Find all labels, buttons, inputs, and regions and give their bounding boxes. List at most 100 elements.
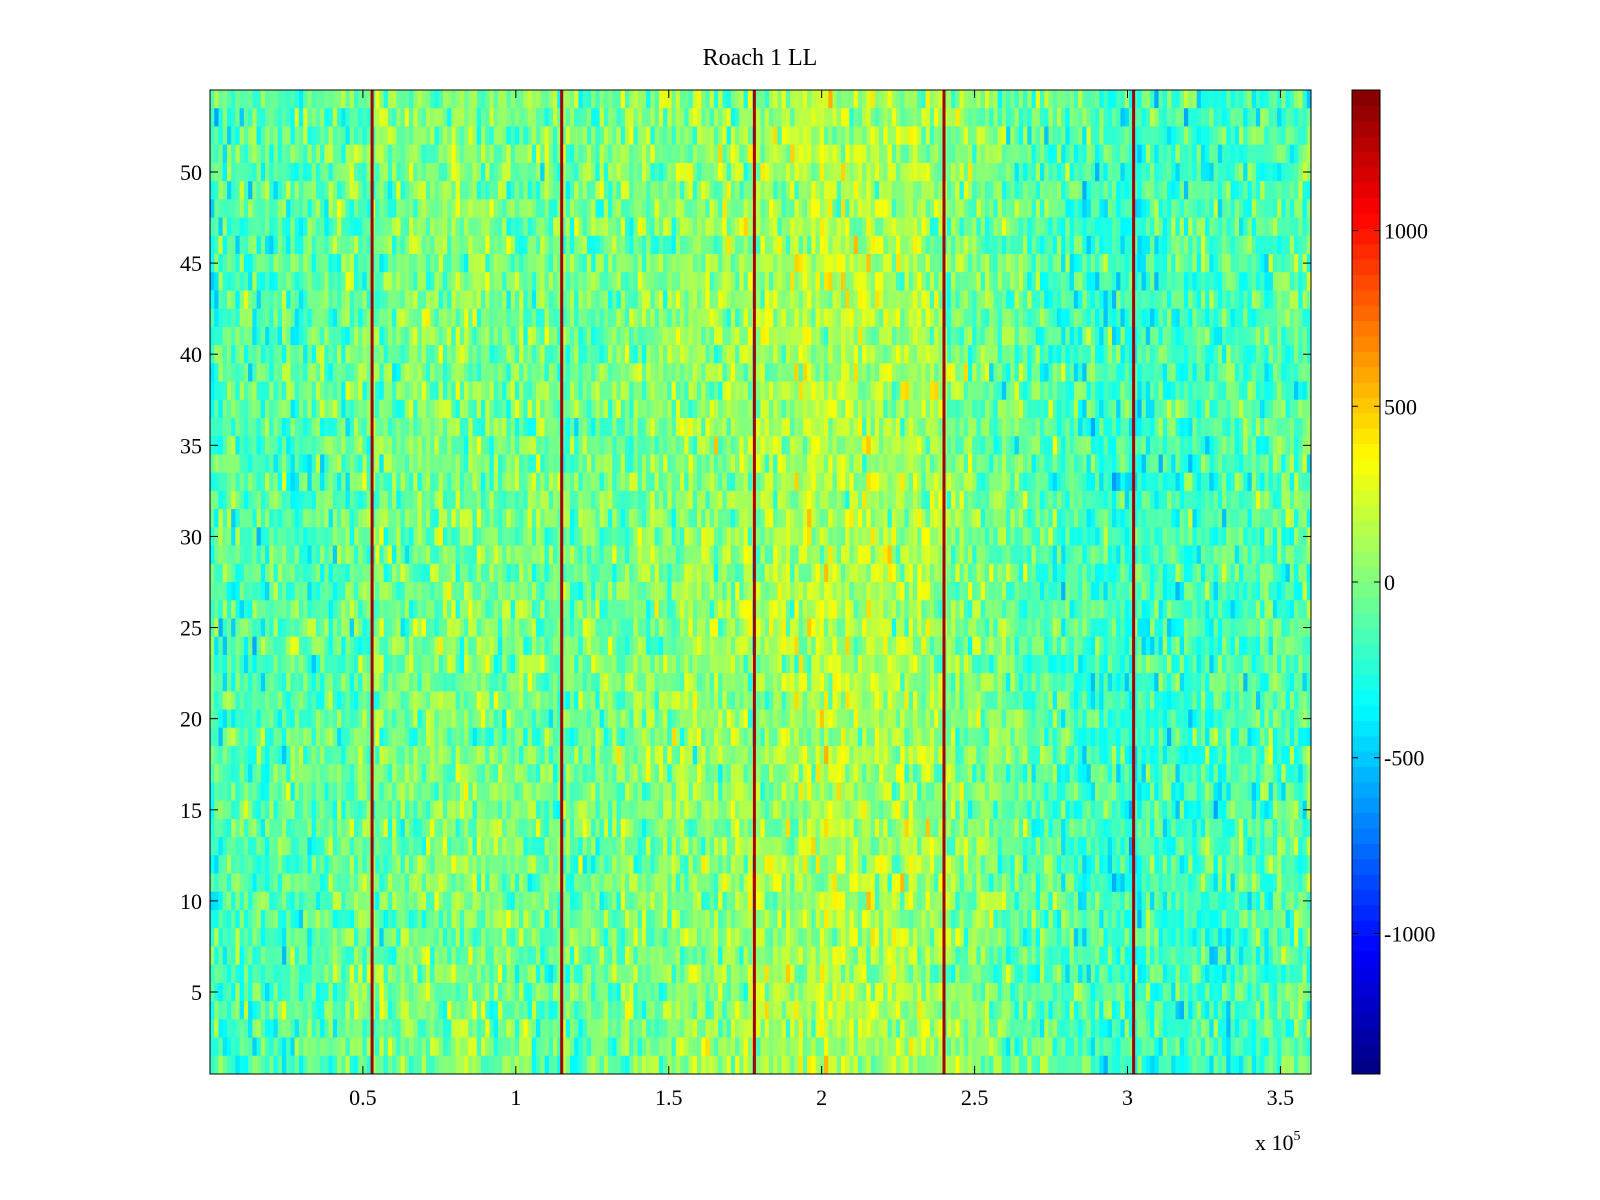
heatmap-cell	[506, 326, 512, 346]
heatmap-cell	[1090, 144, 1096, 164]
heatmap-cell	[743, 345, 749, 364]
heatmap-cell	[1150, 418, 1155, 437]
heatmap-cell	[654, 181, 660, 200]
heatmap-cell	[709, 254, 715, 273]
heatmap-cell	[1141, 199, 1147, 218]
heatmap-cell	[1239, 399, 1244, 419]
heatmap-cell	[917, 108, 922, 127]
heatmap-cell	[1294, 381, 1299, 401]
heatmap-cell	[1023, 199, 1028, 218]
heatmap-cell	[210, 363, 215, 382]
heatmap-cell	[917, 290, 922, 310]
heatmap-cell	[925, 254, 931, 273]
heatmap-cell	[481, 144, 486, 164]
heatmap-cell	[857, 363, 863, 382]
heatmap-cell	[510, 381, 516, 401]
heatmap-cell	[870, 418, 876, 437]
heatmap-cell	[1179, 108, 1185, 127]
heatmap-cell	[574, 381, 579, 401]
heatmap-cell	[972, 345, 977, 364]
heatmap-cell	[1103, 162, 1109, 182]
heatmap-cell	[853, 272, 859, 291]
heatmap-cell	[713, 326, 719, 346]
heatmap-cell	[824, 254, 829, 273]
heatmap-cell	[277, 90, 283, 109]
heatmap-cell	[1107, 235, 1113, 255]
heatmap-cell	[1272, 254, 1278, 273]
heatmap-cell	[798, 144, 804, 164]
heatmap-cell	[536, 418, 541, 437]
heatmap-cell	[265, 326, 270, 346]
heatmap-cell	[311, 199, 317, 218]
heatmap-cell	[951, 363, 956, 382]
heatmap-cell	[1069, 181, 1075, 200]
heatmap-cell	[277, 436, 283, 455]
heatmap-cell	[997, 345, 1003, 364]
heatmap-cell	[764, 399, 770, 419]
heatmap-cell	[341, 235, 346, 255]
heatmap-cell	[1082, 144, 1087, 164]
heatmap-cell	[739, 399, 744, 419]
heatmap-cell	[1306, 126, 1312, 146]
heatmap-cell	[1120, 363, 1126, 382]
heatmap-cell	[1183, 90, 1189, 109]
heatmap-cell	[523, 326, 528, 346]
heatmap-cell	[968, 108, 973, 127]
heatmap-cell	[1183, 399, 1189, 419]
heatmap-cell	[887, 181, 893, 200]
heatmap-cell	[544, 290, 550, 310]
heatmap-cell	[1222, 217, 1227, 237]
heatmap-cell	[324, 254, 329, 273]
heatmap-cell	[1277, 272, 1282, 291]
heatmap-cell	[591, 90, 596, 109]
heatmap-cell	[281, 363, 287, 382]
heatmap-cell	[908, 162, 914, 182]
heatmap-cell	[1281, 144, 1286, 164]
heatmap-cell	[735, 363, 740, 382]
heatmap-cell	[743, 418, 749, 437]
heatmap-cell	[536, 108, 541, 127]
heatmap-cell	[819, 217, 825, 237]
heatmap-cell	[612, 290, 617, 310]
heatmap-cell	[709, 162, 715, 182]
heatmap-cell	[1035, 399, 1041, 419]
heatmap-cell	[773, 381, 778, 401]
heatmap-cell	[349, 108, 355, 127]
heatmap-cell	[1277, 90, 1282, 109]
heatmap-cell	[455, 399, 461, 419]
heatmap-cell	[1281, 199, 1286, 218]
heatmap-cell	[485, 217, 490, 237]
heatmap-cell	[663, 181, 668, 200]
heatmap-cell	[1010, 308, 1015, 328]
heatmap-cell	[811, 217, 816, 237]
heatmap-cell	[438, 418, 444, 437]
heatmap-cell	[972, 181, 977, 200]
heatmap-cell	[1069, 381, 1075, 401]
heatmap-cell	[692, 90, 698, 109]
heatmap-cell	[879, 235, 884, 255]
heatmap-cell	[633, 126, 639, 146]
heatmap-cell	[531, 126, 537, 146]
heatmap-cell	[332, 381, 338, 401]
heatmap-cell	[1230, 308, 1236, 328]
heatmap-cell	[548, 345, 554, 364]
heatmap-cell	[387, 308, 393, 328]
heatmap-cell	[1124, 108, 1130, 127]
heatmap-cell	[349, 290, 355, 310]
heatmap-cell	[1052, 308, 1058, 328]
heatmap-cell	[760, 308, 766, 328]
heatmap-cell	[1078, 308, 1083, 328]
heatmap-cell	[849, 418, 855, 437]
heatmap-cell	[1086, 254, 1092, 273]
heatmap-cell	[684, 181, 689, 200]
heatmap-cell	[578, 345, 584, 364]
heatmap-cell	[1200, 199, 1206, 218]
heatmap-cell	[523, 363, 528, 382]
heatmap-cell	[1128, 199, 1134, 218]
heatmap-cell	[866, 399, 871, 419]
heatmap-cell	[502, 399, 507, 419]
heatmap-cell	[972, 272, 977, 291]
heatmap-cell	[337, 90, 342, 109]
heatmap-cell	[383, 436, 389, 455]
heatmap-cell	[485, 235, 490, 255]
